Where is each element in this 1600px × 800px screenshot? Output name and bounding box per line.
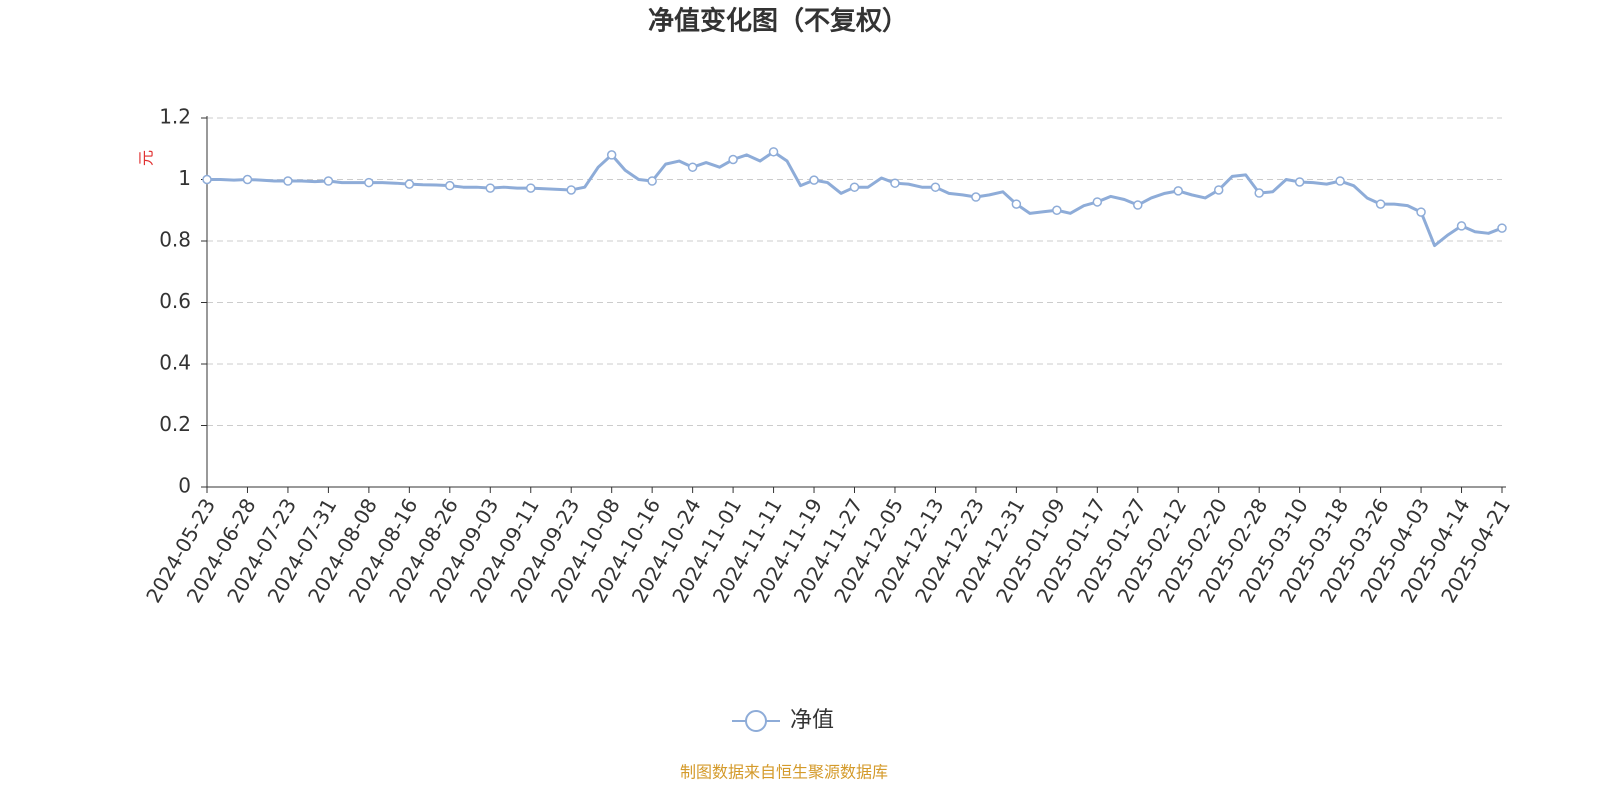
y-tick-label: 1 — [178, 166, 191, 190]
point-marker — [566, 185, 576, 195]
point-marker — [202, 174, 212, 185]
point-marker — [1254, 188, 1264, 198]
point-marker — [1092, 197, 1103, 207]
point-marker — [445, 180, 455, 191]
point-marker — [1335, 176, 1345, 186]
point-marker — [606, 150, 617, 160]
point-marker — [1375, 199, 1386, 209]
legend-marker — [745, 710, 767, 732]
y-tick-label: 0.2 — [159, 412, 191, 436]
point-marker — [768, 147, 779, 157]
point-marker — [485, 183, 496, 193]
point-marker — [809, 175, 819, 185]
point-marker — [1294, 177, 1305, 187]
point-marker — [1416, 207, 1426, 217]
point-marker — [971, 192, 981, 202]
point-marker — [283, 176, 293, 186]
point-marker — [930, 182, 941, 192]
y-tick-label: 0.6 — [159, 289, 191, 313]
series-line — [207, 150, 1503, 248]
point-marker — [1133, 200, 1143, 210]
y-tick-label: 1.2 — [159, 105, 191, 129]
point-marker — [404, 179, 415, 189]
point-marker — [728, 154, 738, 165]
y-axis-label: 元 — [137, 150, 156, 166]
source-note: 制图数据来自恒生聚源数据库 — [680, 763, 888, 782]
point-marker — [242, 174, 253, 185]
point-marker — [1456, 221, 1467, 231]
point-marker — [1213, 185, 1224, 195]
point-marker — [364, 177, 374, 188]
point-marker — [323, 176, 334, 186]
point-marker — [1011, 199, 1022, 209]
point-marker — [687, 162, 698, 172]
y-tick-label: 0.8 — [159, 228, 191, 252]
y-tick-label: 0 — [178, 474, 191, 498]
y-tick-label: 0.4 — [159, 351, 191, 375]
point-marker — [647, 176, 657, 186]
point-marker — [526, 183, 536, 193]
point-marker — [890, 178, 900, 188]
point-marker — [1497, 223, 1507, 233]
point-marker — [1173, 186, 1183, 196]
point-marker — [1052, 205, 1062, 215]
point-marker — [849, 182, 860, 192]
chart-title: 净值变化图（不复权） — [648, 6, 908, 37]
legend-label: 净值 — [790, 708, 834, 733]
